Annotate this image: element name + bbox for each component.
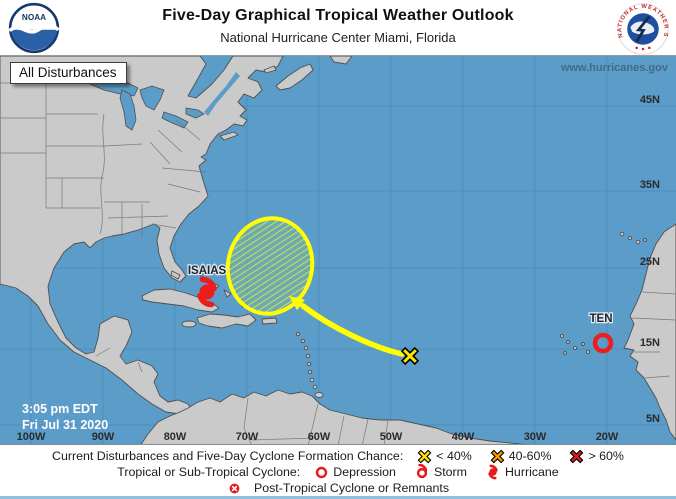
legend-item-depression: Depression (314, 464, 396, 480)
legend-item-lt40: < 40% (417, 448, 472, 464)
depression-icon (316, 466, 328, 478)
formation-area-ellipse[interactable] (219, 210, 321, 321)
legend-item-post-tropical: Post-Tropical Cyclone or Remnants (227, 480, 449, 496)
latitude-labels: 45N 35N 25N 15N 5N (640, 94, 660, 425)
svg-text:100W: 100W (17, 431, 46, 443)
atlantic-basin-map[interactable]: ISAIAS TEN www.hurricanes.gov 3:05 pm ED… (0, 56, 676, 444)
legend-item-storm: Storm (414, 464, 467, 480)
noaa-logo-text: NOAA (22, 13, 46, 22)
svg-text:45N: 45N (640, 94, 660, 106)
legend-line2-title: Tropical or Sub-Tropical Cyclone: (117, 465, 301, 479)
mode-selector-all-disturbances[interactable]: All Disturbances (10, 62, 127, 84)
bottom-border-strip (0, 496, 676, 499)
legend-item-40-60: 40-60% (490, 448, 551, 464)
legend-line1-title: Current Disturbances and Five-Day Cyclon… (52, 449, 404, 463)
legend: Current Disturbances and Five-Day Cyclon… (0, 445, 676, 495)
svg-text:30W: 30W (524, 431, 547, 443)
svg-text:15N: 15N (640, 337, 660, 349)
nws-logo-icon: NATIONAL WEATHER SERVICE (613, 0, 670, 61)
svg-text:35N: 35N (640, 179, 660, 191)
disturbance-x-icon[interactable] (400, 346, 420, 366)
political-borders (0, 82, 676, 444)
orange-x-icon (490, 449, 505, 463)
depression-ten-icon[interactable] (592, 332, 614, 354)
storm-label-isaias: ISAIAS (188, 265, 227, 277)
hurricane-icon (488, 464, 498, 480)
header: NOAA Five-Day Graphical Tropical Weather… (0, 0, 676, 55)
storm-label-ten: TEN (590, 313, 613, 325)
noaa-logo-icon: NOAA (8, 2, 60, 59)
red-x-icon (570, 449, 584, 463)
landmasses (0, 56, 676, 444)
longitude-labels: 100W 90W 80W 70W 60W 50W 40W 30W 20W (17, 431, 619, 443)
yellow-x-icon (417, 449, 432, 463)
watermark-url: www.hurricanes.gov (560, 62, 669, 74)
motion-arrow (289, 296, 405, 357)
hurricane-isaias-icon[interactable] (197, 276, 217, 308)
page-subtitle: National Hurricane Center Miami, Florida (220, 30, 456, 45)
svg-text:60W: 60W (308, 431, 331, 443)
svg-text:80W: 80W (164, 431, 187, 443)
svg-text:90W: 90W (92, 431, 115, 443)
storm-icon (416, 464, 428, 479)
page-title: Five-Day Graphical Tropical Weather Outl… (162, 7, 514, 24)
svg-text:20W: 20W (596, 431, 619, 443)
post-tropical-icon (229, 483, 240, 493)
outlook-map[interactable]: ISAIAS TEN www.hurricanes.gov 3:05 pm ED… (0, 55, 676, 445)
timestamp-time: 3:05 pm EDT (22, 402, 98, 416)
svg-text:40W: 40W (452, 431, 475, 443)
svg-text:50W: 50W (380, 431, 403, 443)
timestamp-date: Fri Jul 31 2020 (22, 418, 108, 432)
svg-text:70W: 70W (236, 431, 259, 443)
svg-text:5N: 5N (646, 413, 660, 425)
svg-text:25N: 25N (640, 256, 660, 268)
legend-item-gt60: > 60% (569, 448, 624, 464)
legend-item-hurricane: Hurricane (485, 464, 559, 480)
